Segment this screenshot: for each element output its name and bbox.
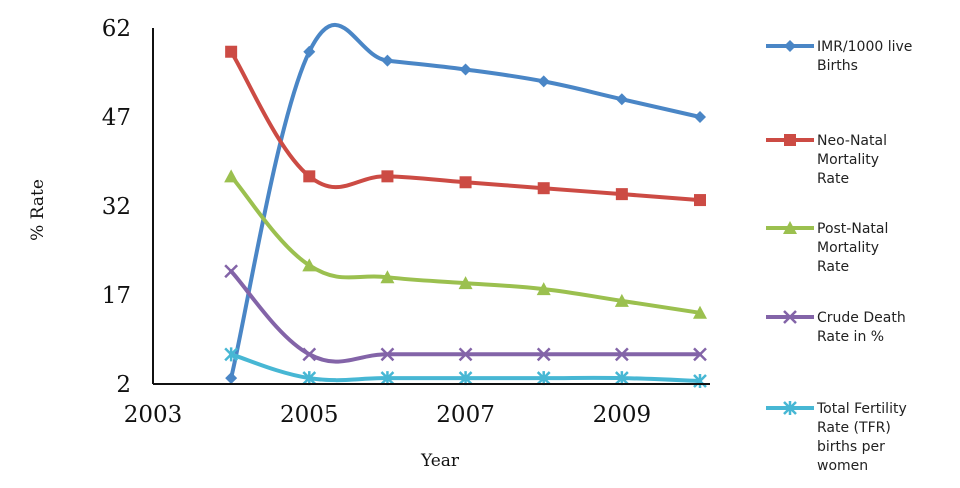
legend-label: Rate (TFR) (817, 420, 891, 436)
data-point (537, 75, 550, 88)
data-point (458, 276, 473, 290)
legend-label: Births (817, 58, 858, 74)
legend-label: Mortality (817, 152, 879, 168)
data-point (381, 170, 394, 183)
legend-label: Rate in % (817, 329, 884, 345)
data-point (302, 258, 317, 272)
data-point (536, 282, 551, 296)
legend-label: births per (817, 439, 885, 455)
axes (152, 28, 710, 385)
data-point (614, 293, 629, 307)
legend-item: Neo-Natal Mortality Rate (766, 133, 887, 187)
y-tick-labels: 2 17 32 47 62 (102, 16, 131, 398)
legend-marker (784, 134, 796, 146)
y-tick-label: 2 (116, 372, 131, 398)
data-point (537, 182, 550, 195)
x-tick-label: 2003 (124, 402, 183, 428)
legend-marker (783, 310, 797, 324)
data-point (458, 347, 473, 362)
data-point (694, 111, 706, 123)
data-point (224, 264, 239, 279)
series-line (229, 174, 702, 315)
data-point (225, 372, 238, 385)
data-point (224, 169, 239, 183)
series-line (229, 23, 702, 381)
series-2 (225, 45, 706, 207)
legend-label: Mortality (817, 240, 879, 256)
legend-label: Post-Natal (817, 221, 888, 237)
series-3 (224, 169, 707, 319)
legend-item: IMR/1000 live Births (766, 39, 912, 74)
x-tick-label: 2009 (593, 402, 652, 428)
data-point (615, 188, 628, 201)
legend-label: Crude Death (817, 310, 906, 326)
data-point (614, 347, 629, 362)
data-point (303, 45, 316, 58)
data-point (694, 194, 706, 207)
data-point (615, 93, 628, 106)
data-point (458, 371, 473, 386)
plot-area (224, 23, 707, 389)
data-point (225, 45, 238, 58)
data-point (302, 371, 317, 386)
data-point (380, 270, 395, 284)
data-point (459, 176, 472, 189)
legend: IMR/1000 live Births Neo-Natal Mortality Rat… (766, 39, 912, 474)
x-tick-label: 2007 (436, 402, 495, 428)
data-point (693, 347, 707, 362)
data-point (303, 170, 316, 183)
data-point (693, 374, 707, 389)
data-point (224, 347, 239, 362)
data-point (380, 371, 395, 386)
data-point (536, 371, 551, 386)
legend-label: IMR/1000 live (817, 39, 912, 55)
series-4 (224, 264, 707, 364)
legend-marker (783, 401, 797, 415)
legend-marker (784, 40, 796, 52)
data-point (302, 347, 317, 362)
legend-item: Post-Natal Mortality Rate (766, 221, 888, 275)
data-point (459, 63, 472, 76)
legend-item: Crude Death Rate in % (766, 310, 906, 345)
legend-label: women (817, 458, 868, 474)
legend-label: Neo-Natal (817, 133, 887, 149)
legend-marker (783, 221, 797, 234)
x-tick-labels: 2003 2005 2007 2009 (124, 402, 651, 428)
y-tick-label: 62 (102, 16, 131, 42)
series-5 (224, 347, 707, 389)
y-axis-title: % Rate (28, 179, 48, 241)
x-axis-title: Year (420, 451, 460, 471)
y-tick-label: 32 (102, 194, 131, 220)
data-point (614, 371, 629, 386)
data-point (381, 54, 394, 67)
legend-label: Rate (817, 259, 849, 275)
data-point (693, 305, 707, 319)
legend-label: Total Fertility (816, 401, 907, 417)
legend-item: Total Fertility Rate (TFR) births per women (766, 401, 907, 474)
y-tick-label: 17 (102, 283, 131, 309)
data-point (536, 347, 551, 362)
legend-label: Rate (817, 171, 849, 187)
y-tick-label: 47 (102, 105, 131, 131)
data-point (380, 347, 395, 362)
series-1 (225, 23, 706, 385)
x-tick-label: 2005 (280, 402, 339, 428)
